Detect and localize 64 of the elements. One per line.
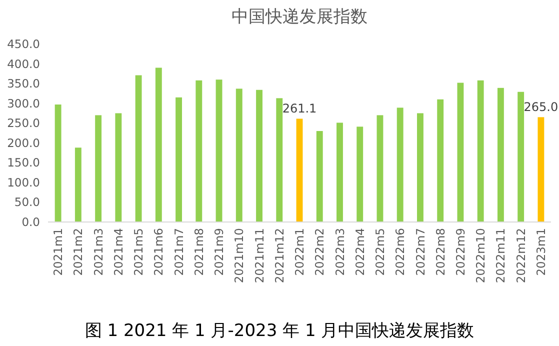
bar bbox=[538, 117, 544, 222]
y-tick-label: 100.0 bbox=[7, 175, 40, 190]
x-tick-label: 2023m1 bbox=[534, 228, 548, 276]
bar bbox=[95, 115, 102, 222]
bar bbox=[396, 108, 404, 222]
y-tick-label: 250.0 bbox=[7, 116, 40, 130]
x-tick-label: 2021m5 bbox=[132, 228, 146, 276]
x-tick-label: 2021m7 bbox=[172, 228, 186, 276]
bar bbox=[497, 88, 504, 222]
data-label: 261.1 bbox=[282, 102, 317, 116]
bar bbox=[256, 90, 262, 222]
x-tick-label: 2022m3 bbox=[332, 228, 347, 276]
x-tick-label: 2022m2 bbox=[312, 228, 327, 276]
x-tick-label: 2022m10 bbox=[474, 228, 488, 284]
bar bbox=[196, 80, 202, 222]
y-tick-label: 0.0 bbox=[22, 215, 40, 230]
x-tick-label: 2021m8 bbox=[192, 228, 206, 276]
x-tick-label: 2021m12 bbox=[272, 228, 286, 284]
bar bbox=[457, 82, 464, 222]
bar bbox=[336, 122, 343, 222]
y-tick-label: 450.0 bbox=[7, 37, 40, 52]
y-tick-label: 350.0 bbox=[7, 76, 40, 91]
bar bbox=[477, 80, 484, 222]
x-tick-label: 2022m6 bbox=[393, 228, 408, 276]
bar bbox=[437, 99, 444, 222]
x-tick-label: 2022m1 bbox=[292, 228, 307, 276]
bar bbox=[176, 97, 182, 222]
y-tick-label: 400.0 bbox=[7, 56, 40, 71]
x-tick-label: 2021m11 bbox=[252, 228, 266, 284]
data-label: 265.0 bbox=[524, 100, 558, 114]
bar bbox=[296, 118, 303, 222]
y-tick-label: 150.0 bbox=[7, 156, 40, 170]
x-tick-label: 2022m8 bbox=[433, 228, 448, 276]
x-tick-label: 2021m3 bbox=[91, 228, 106, 276]
x-tick-label: 2022m12 bbox=[514, 228, 528, 284]
bar bbox=[276, 98, 283, 222]
bar bbox=[135, 75, 142, 222]
x-tick-label: 2021m10 bbox=[232, 228, 246, 284]
y-tick-label: 300.0 bbox=[7, 96, 40, 110]
bar bbox=[376, 115, 384, 222]
x-tick-label: 2022m5 bbox=[373, 228, 388, 276]
bar bbox=[115, 113, 122, 222]
bar bbox=[54, 104, 62, 222]
x-tick-label: 2021m6 bbox=[152, 228, 166, 276]
bar bbox=[74, 148, 82, 222]
x-tick-label: 2022m7 bbox=[413, 228, 428, 276]
bar bbox=[155, 68, 162, 222]
x-tick-label: 2022m11 bbox=[494, 228, 508, 284]
bar bbox=[417, 113, 424, 222]
x-tick-label: 2021m9 bbox=[212, 228, 226, 276]
bar bbox=[216, 80, 222, 222]
y-tick-label: 50.0 bbox=[14, 195, 40, 210]
bar bbox=[316, 131, 323, 222]
x-tick-label: 2022m4 bbox=[352, 228, 367, 276]
bar bbox=[356, 126, 364, 222]
bar bbox=[518, 92, 524, 222]
chart-title: 中国快递发展指数 bbox=[232, 7, 368, 27]
x-tick-label: 2021m1 bbox=[51, 228, 66, 276]
x-tick-label: 2022m9 bbox=[453, 228, 468, 276]
x-tick-label: 2021m2 bbox=[71, 228, 86, 276]
y-tick-label: 200.0 bbox=[7, 136, 40, 150]
caption: 图 1 2021 年 1 月-2023 年 1 月中国快递发展指数 bbox=[84, 321, 474, 341]
x-tick-label: 2021m4 bbox=[111, 228, 126, 276]
bar bbox=[236, 88, 242, 222]
